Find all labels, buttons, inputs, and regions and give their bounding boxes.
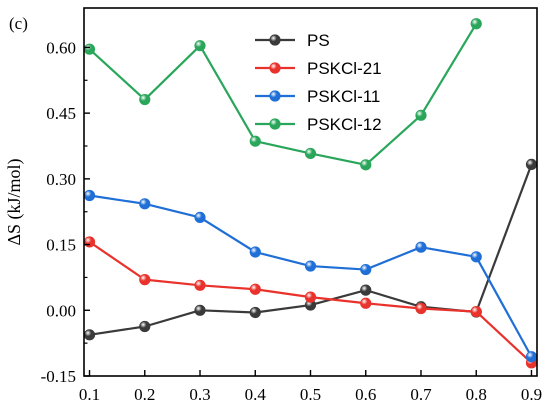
data-point-ps xyxy=(83,329,96,341)
data-point-pskcl-21 xyxy=(139,274,151,286)
data-point-ps xyxy=(360,284,372,296)
data-point-pskcl-11 xyxy=(525,351,538,363)
data-point-pskcl-12 xyxy=(194,40,206,52)
legend-marker xyxy=(269,34,281,46)
y-tick-label: 0.60 xyxy=(46,38,76,57)
y-tick-label: 0.30 xyxy=(46,170,76,189)
data-point-ps xyxy=(139,320,151,333)
data-point-pskcl-21 xyxy=(470,305,482,318)
y-tick-label: -0.15 xyxy=(41,367,76,386)
data-point-pskcl-21 xyxy=(249,283,261,295)
series-line-pskcl-11 xyxy=(89,194,533,358)
data-point-pskcl-11 xyxy=(470,251,482,263)
data-point-pskcl-12 xyxy=(415,109,427,121)
y-tick-label: 0.15 xyxy=(46,236,76,255)
legend-item-pskcl-12: PSKCl-12 xyxy=(255,115,382,134)
legend-item-ps: PS xyxy=(255,31,330,50)
x-tick-label: 0.7 xyxy=(410,385,432,404)
data-point-pskcl-21 xyxy=(304,291,317,303)
x-tick-label: 0.9 xyxy=(521,385,542,404)
data-point-pskcl-12 xyxy=(139,93,151,106)
series-line-pskcl-12 xyxy=(88,23,478,166)
y-tick-label: 0.45 xyxy=(46,104,76,123)
y-tick-label: 0.00 xyxy=(46,301,76,320)
legend: PS PSKCl-21 PSKCl-11 PSKCl-12 xyxy=(255,31,382,134)
legend-label: PSKCl-12 xyxy=(307,115,382,134)
x-tick-label: 0.1 xyxy=(79,385,100,404)
data-point-pskcl-11 xyxy=(139,198,151,210)
data-point-pskcl-11 xyxy=(415,241,427,253)
legend-label: PS xyxy=(307,31,330,50)
x-tick-label: 0.2 xyxy=(134,385,155,404)
data-point-pskcl-21 xyxy=(83,236,96,248)
x-tick-label: 0.5 xyxy=(300,385,321,404)
data-point-pskcl-21 xyxy=(415,302,427,315)
data-point-pskcl-12 xyxy=(249,135,261,147)
data-point-pskcl-11 xyxy=(194,211,206,224)
axes: 0.1 0.2 0.3 0.4 0.5 0.6 0.7 0.8 0.9 -0.15 0.00 0.15… xyxy=(41,7,542,404)
x-tick-label: 0.4 xyxy=(245,385,267,404)
data-point-pskcl-21 xyxy=(194,279,206,291)
panel-label: (c) xyxy=(9,14,28,33)
plot-area xyxy=(83,18,538,369)
legend-label: PSKCl-21 xyxy=(307,59,382,78)
x-tick-label: 0.8 xyxy=(466,385,487,404)
x-tick-label: 0.3 xyxy=(189,385,210,404)
data-point-pskcl-12 xyxy=(304,147,317,160)
data-point-pskcl-12 xyxy=(470,18,482,30)
legend-marker xyxy=(269,62,281,74)
data-point-pskcl-11 xyxy=(360,263,372,276)
data-point-pskcl-12 xyxy=(360,159,372,171)
data-point-ps xyxy=(525,158,538,170)
data-point-pskcl-21 xyxy=(360,297,372,309)
data-point-pskcl-11 xyxy=(83,189,96,202)
data-point-pskcl-11 xyxy=(304,260,317,272)
x-tick-label: 0.6 xyxy=(355,385,376,404)
legend-item-pskcl-11: PSKCl-11 xyxy=(255,87,380,106)
legend-label: PSKCl-11 xyxy=(307,87,380,106)
legend-marker xyxy=(269,90,281,102)
legend-item-pskcl-21: PSKCl-21 xyxy=(255,59,382,78)
data-point-ps xyxy=(194,304,206,316)
y-axis-title: ΔS (kJ/mol) xyxy=(4,158,25,245)
data-point-pskcl-11 xyxy=(249,246,261,258)
data-point-pskcl-12 xyxy=(83,43,96,55)
legend-marker xyxy=(269,118,281,130)
data-point-ps xyxy=(249,306,261,319)
